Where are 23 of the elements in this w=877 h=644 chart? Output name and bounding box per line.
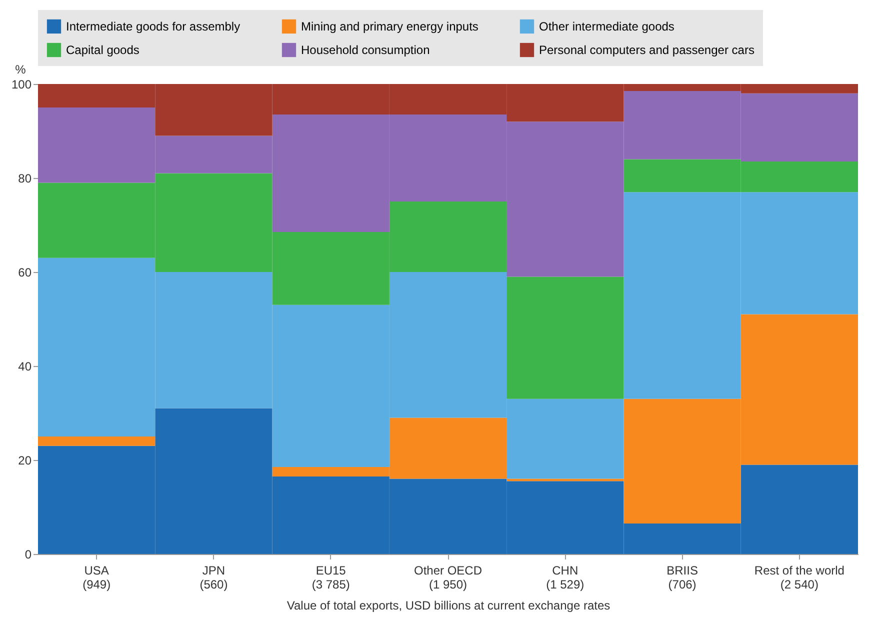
y-tick-label: 60: [18, 266, 32, 280]
x-tick-label: Rest of the world (2 540): [754, 564, 844, 592]
y-tick-label: 80: [18, 172, 32, 186]
x-tick-label: USA (949): [82, 564, 111, 592]
x-tick-label: BRIIS (706): [666, 564, 698, 592]
bar: [506, 276, 624, 399]
bar: [38, 436, 156, 446]
legend-label: Capital goods: [66, 43, 140, 57]
y-tick-label: 0: [24, 548, 32, 562]
x-tick-label: EU15 (3 785): [312, 564, 350, 592]
x-axis-title: Value of total exports, USD billions at current exchange rates: [286, 598, 610, 612]
legend-label: Other intermediate goods: [539, 19, 674, 34]
x-tick-label: Other OECD (1 950): [414, 564, 482, 592]
y-tick-label: 40: [18, 360, 32, 374]
y-tick-label: 100: [11, 78, 32, 92]
legend-label: Mining and primary energy inputs: [301, 19, 478, 34]
y-tick-label: 20: [18, 454, 32, 468]
legend-label: Household consumption: [301, 43, 430, 57]
legend-label: Intermediate goods for assembly: [66, 19, 240, 34]
y-axis-title: %: [15, 62, 26, 76]
x-tick-label: CHN (1 529): [546, 564, 584, 592]
x-tick-label: JPN (560): [200, 564, 228, 592]
legend-label: Personal computers and passenger cars: [539, 43, 754, 57]
